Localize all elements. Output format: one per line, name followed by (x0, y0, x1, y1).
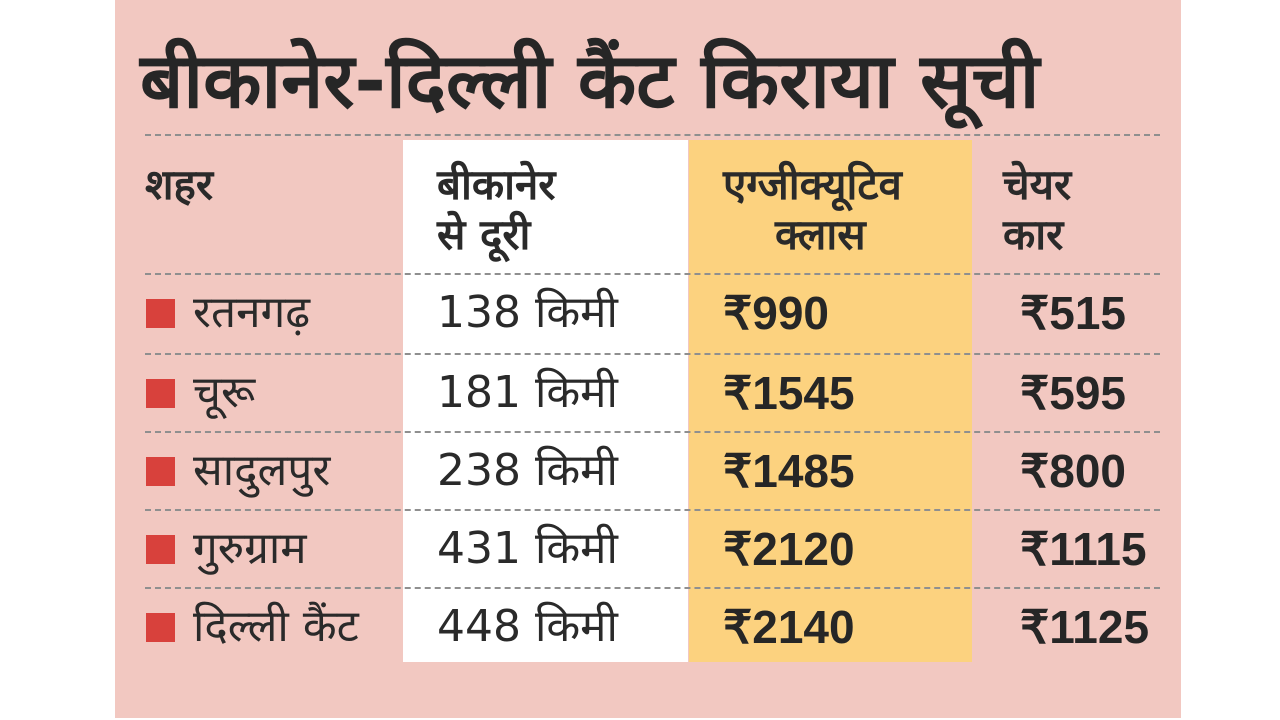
row-marker (146, 457, 175, 486)
chair-car-fare: ₹595 (1020, 367, 1127, 419)
header-chair: चेयर कार (1003, 160, 1071, 260)
city-name: सादुलपुर (193, 445, 331, 496)
executive-fare: ₹1485 (723, 445, 855, 497)
table-row: गुरुग्राम 431 किमी ₹2120 ₹1115 (115, 511, 1181, 589)
distance-value: 431 किमी (437, 523, 618, 574)
distance-value: 138 किमी (437, 287, 618, 338)
header-distance: बीकानेर से दूरी (437, 160, 555, 260)
header-distance-line2: से दूरी (437, 210, 531, 259)
executive-fare: ₹990 (723, 287, 830, 339)
row-marker (146, 535, 175, 564)
chair-car-fare: ₹515 (1020, 287, 1127, 339)
page-title: बीकानेर-दिल्ली कैंट किराया सूची (140, 36, 1040, 125)
table-row: रतनगढ़ 138 किमी ₹990 ₹515 (115, 275, 1181, 353)
table-row: दिल्ली कैंट 448 किमी ₹2140 ₹1125 (115, 589, 1181, 667)
header-executive-line2: क्लास (775, 210, 866, 259)
header-city: शहर (145, 160, 213, 210)
row-marker (146, 613, 175, 642)
executive-fare: ₹2120 (723, 523, 855, 575)
chair-car-fare: ₹1115 (1020, 523, 1147, 575)
divider (145, 431, 1160, 433)
row-marker (146, 379, 175, 408)
table-row: सादुलपुर 238 किमी ₹1485 ₹800 (115, 433, 1181, 511)
fare-table-panel: बीकानेर-दिल्ली कैंट किराया सूची शहर बीका… (115, 0, 1181, 718)
divider (145, 353, 1160, 355)
header-executive: एग्जीक्यूटिव क्लास (723, 160, 902, 260)
distance-column-background (403, 140, 688, 662)
divider (145, 273, 1160, 275)
header-chair-line2: कार (1003, 210, 1064, 259)
header-city-label: शहर (145, 160, 214, 209)
distance-value: 181 किमी (437, 367, 618, 418)
header-distance-line1: बीकानेर (437, 160, 556, 209)
executive-column-background (689, 140, 972, 662)
divider (145, 587, 1160, 589)
city-name: चूरू (193, 367, 256, 418)
city-name: दिल्ली कैंट (193, 601, 359, 652)
executive-fare: ₹2140 (723, 601, 855, 653)
divider (145, 134, 1160, 136)
header-executive-line1: एग्जीक्यूटिव (723, 160, 902, 209)
city-name: गुरुग्राम (193, 523, 307, 574)
row-marker (146, 299, 175, 328)
chair-car-fare: ₹1125 (1020, 601, 1150, 653)
distance-value: 448 किमी (437, 601, 618, 652)
header-chair-line1: चेयर (1003, 160, 1072, 209)
divider (145, 509, 1160, 511)
chair-car-fare: ₹800 (1020, 445, 1127, 497)
executive-fare: ₹1545 (723, 367, 855, 419)
table-row: चूरू 181 किमी ₹1545 ₹595 (115, 355, 1181, 433)
distance-value: 238 किमी (437, 445, 618, 496)
city-name: रतनगढ़ (193, 287, 311, 338)
